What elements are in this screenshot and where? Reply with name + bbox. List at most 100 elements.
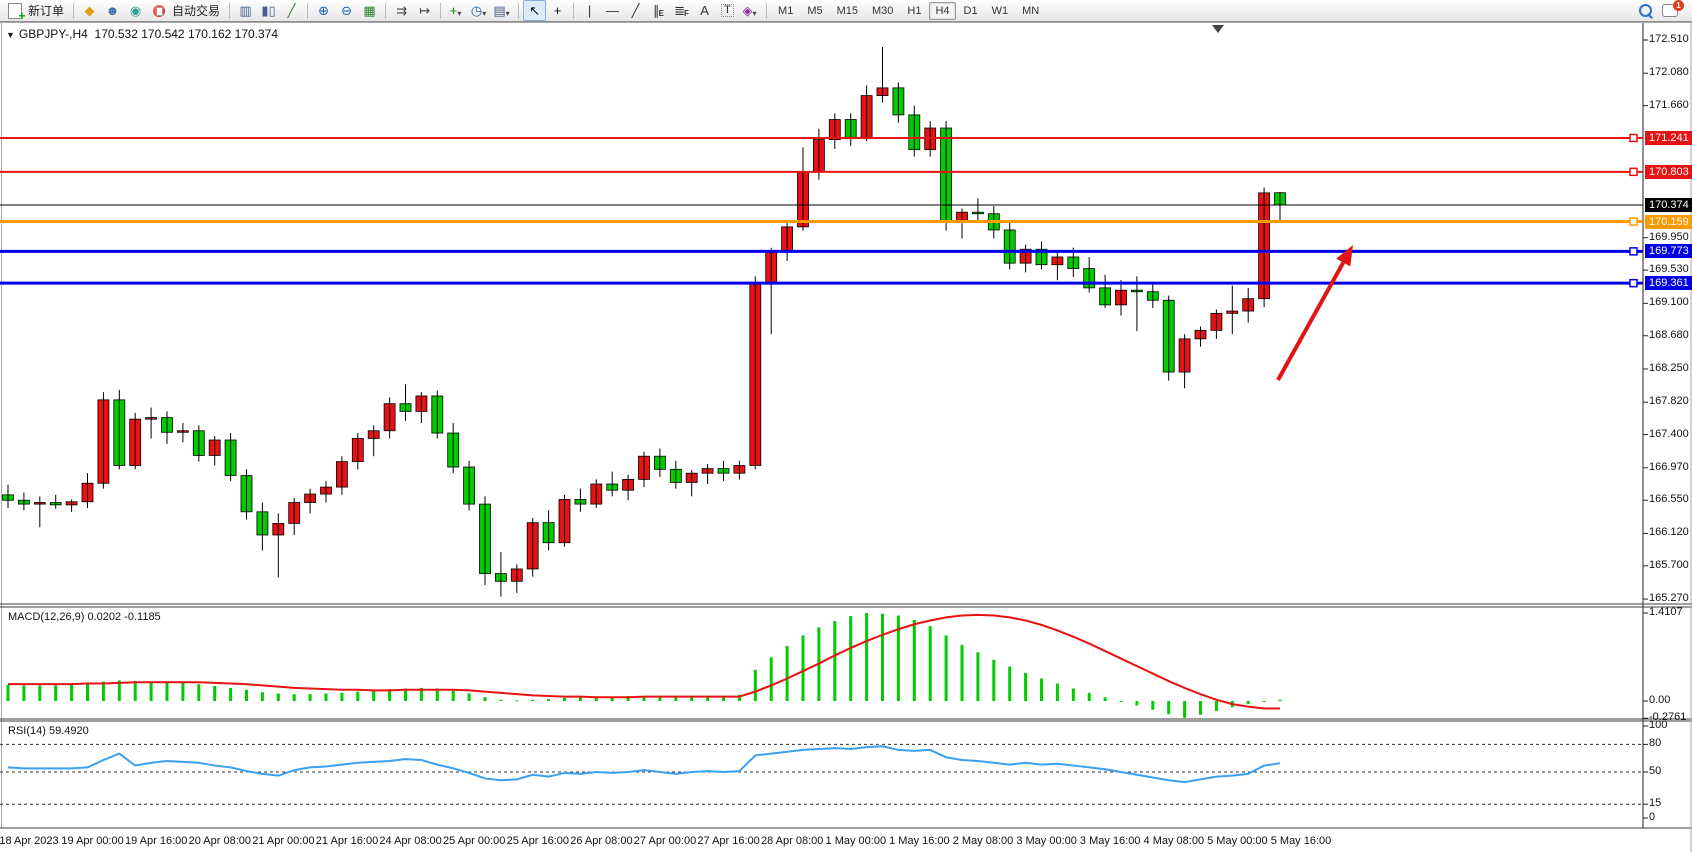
- timeframe-h1[interactable]: H1: [907, 4, 922, 17]
- macd-bar: [1135, 701, 1139, 706]
- macd-bar: [1087, 692, 1091, 701]
- market-depth-icon[interactable]: ◆: [84, 3, 95, 18]
- rsi-line: [7, 745, 1281, 784]
- community-icon[interactable]: ☻: [105, 3, 120, 18]
- trendline-icon[interactable]: ╱: [631, 3, 640, 18]
- macd-bar: [547, 699, 551, 701]
- macd-bar: [1167, 701, 1171, 715]
- time-axis-label: 21 Apr 00:00: [252, 835, 315, 847]
- timeframe-d1[interactable]: D1: [963, 4, 978, 17]
- macd-bar: [372, 690, 376, 701]
- macd-bar: [1040, 678, 1043, 701]
- timeframe-m1[interactable]: M1: [778, 4, 794, 17]
- time-axis-label: 25 Apr 00:00: [442, 835, 506, 847]
- rsi-scale-tick: 50: [1649, 765, 1662, 777]
- macd-bar: [229, 687, 233, 701]
- auto-scroll-icon[interactable]: ⇉: [396, 3, 407, 18]
- chart-shift-marker: [1212, 25, 1224, 33]
- time-axis-label: 19 Apr 00:00: [61, 835, 124, 847]
- time-axis[interactable]: [0, 828, 1692, 852]
- templates-icon[interactable]: ▤ ▾: [493, 3, 510, 18]
- time-axis-label: 3 May 16:00: [1079, 835, 1141, 847]
- time-axis-label: 3 May 00:00: [1016, 835, 1077, 847]
- new-order-button-label[interactable]: 新订单: [28, 4, 65, 18]
- macd-bar: [658, 696, 662, 701]
- macd-bar: [213, 686, 217, 701]
- macd-bar: [753, 669, 757, 701]
- timeframe-h4[interactable]: H4: [929, 1, 956, 20]
- autotrade-button-label[interactable]: 自动交易: [172, 4, 221, 18]
- time-axis-label: 19 Apr 16:00: [124, 835, 188, 847]
- dropdown-caret-icon[interactable]: ▾: [457, 8, 462, 18]
- macd-bar: [912, 619, 916, 701]
- timeframe-w1[interactable]: W1: [991, 4, 1009, 17]
- macd-signal-line: [8, 613, 1280, 710]
- time-axis-label: 27 Apr 00:00: [633, 835, 697, 847]
- text-label-icon[interactable]: T: [716, 0, 739, 21]
- text-icon[interactable]: A: [700, 3, 709, 18]
- price-tick: 168.250: [1649, 361, 1689, 374]
- macd-bar: [419, 687, 423, 701]
- macd-bar: [642, 696, 646, 701]
- price-tick: 166.120: [1649, 526, 1689, 539]
- cursor-icon[interactable]: ↖: [523, 0, 547, 21]
- timeframe-m30[interactable]: M30: [872, 4, 894, 17]
- macd-bar: [117, 680, 121, 701]
- dropdown-caret-icon[interactable]: ▾: [482, 8, 487, 18]
- macd-bar: [70, 684, 74, 701]
- macd-bar: [1199, 701, 1202, 715]
- tile-windows-icon[interactable]: ▦: [363, 3, 376, 18]
- timeframe-mn[interactable]: MN: [1022, 4, 1040, 17]
- price-badge: 170.803: [1645, 164, 1692, 179]
- macd-bar: [6, 684, 10, 701]
- arrows-icon[interactable]: ◈ ▾: [742, 3, 757, 18]
- trend-arrow-head[interactable]: [1336, 245, 1353, 267]
- price-tick: 169.950: [1649, 230, 1689, 243]
- macd-bar: [1262, 701, 1266, 702]
- autotrade-button[interactable]: [147, 0, 170, 21]
- chart-symbol-period: GBPJPY-,H4: [18, 27, 88, 41]
- timeframe-m15[interactable]: M15: [836, 4, 858, 17]
- new-order-button[interactable]: +: [3, 0, 26, 22]
- macd-label: MACD(12,26,9) 0.0202 -0.1185: [8, 611, 161, 623]
- macd-bar: [594, 697, 598, 701]
- zoom-in-icon[interactable]: ⊕: [318, 3, 329, 18]
- macd-bar: [1103, 697, 1107, 701]
- line-handle: [1629, 217, 1638, 226]
- vertical-line-icon[interactable]: |: [587, 3, 592, 18]
- chart-shift-icon[interactable]: ↦: [419, 3, 430, 18]
- rsi-label: RSI(14) 59.4920: [8, 725, 89, 737]
- line-chart-icon[interactable]: ╱: [287, 3, 296, 18]
- timeframe-m5[interactable]: M5: [807, 4, 823, 17]
- dropdown-caret-icon[interactable]: ▾: [752, 8, 757, 18]
- candlestick-chart-icon[interactable]: ▮▯: [261, 3, 276, 18]
- rsi-scale-tick: 15: [1649, 797, 1662, 810]
- periods-icon[interactable]: ◷ ▾: [470, 3, 487, 18]
- line-handle: [1629, 278, 1638, 288]
- trend-arrow[interactable]: [1276, 261, 1346, 381]
- dropdown-caret-icon[interactable]: ▾: [505, 8, 510, 18]
- zoom-out-icon[interactable]: ⊖: [341, 3, 352, 18]
- macd-bar: [706, 696, 710, 701]
- macd-bar: [1055, 683, 1059, 701]
- macd-scale-tick: 1.4107: [1649, 605, 1683, 618]
- macd-bar: [944, 635, 948, 701]
- signals-icon[interactable]: ◉: [129, 3, 142, 18]
- time-axis-label: 25 Apr 16:00: [506, 835, 569, 847]
- macd-bar: [1071, 688, 1075, 701]
- time-axis-label: 1 May 16:00: [889, 835, 950, 847]
- macd-bar: [1024, 672, 1028, 701]
- collapse-triangle-icon[interactable]: ▼: [6, 30, 15, 40]
- crosshair-icon[interactable]: +: [553, 3, 562, 18]
- equidistant-channel-icon[interactable]: ∥ E: [653, 3, 664, 18]
- indicators-icon[interactable]: + ▾: [449, 3, 462, 18]
- horizontal-line-icon[interactable]: —: [606, 3, 620, 18]
- macd-bar: [626, 696, 630, 701]
- time-axis-label: 21 Apr 16:00: [315, 835, 379, 847]
- chat-icon[interactable]: 1: [1662, 0, 1684, 17]
- bar-chart-icon[interactable]: ▥: [239, 3, 252, 18]
- search-icon[interactable]: [1639, 4, 1652, 17]
- fibonacci-icon[interactable]: ≣ F: [674, 3, 689, 18]
- macd-bar: [960, 644, 964, 701]
